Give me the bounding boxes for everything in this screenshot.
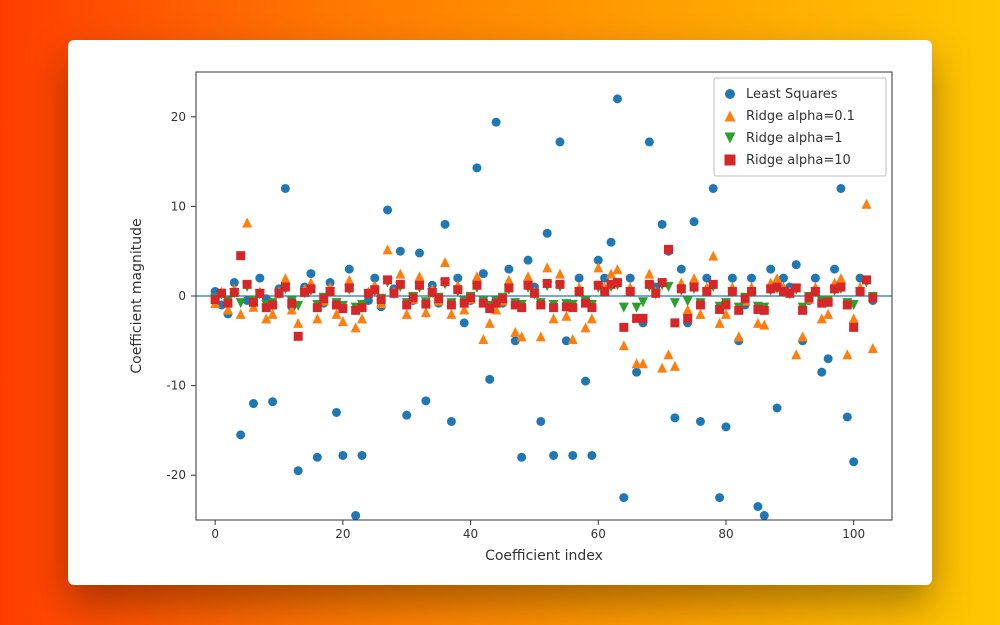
svg-text:-20: -20 — [166, 468, 186, 482]
svg-text:Ridge alpha=10: Ridge alpha=10 — [746, 153, 851, 168]
svg-text:0: 0 — [211, 527, 219, 541]
svg-text:20: 20 — [335, 527, 350, 541]
svg-text:Least Squares: Least Squares — [746, 87, 838, 102]
legend: Least Squares Ridge alpha=0.1 Ridge alpha=… — [714, 78, 886, 176]
svg-text:100: 100 — [842, 527, 865, 541]
svg-text:40: 40 — [463, 527, 478, 541]
svg-text:Ridge alpha=1: Ridge alpha=1 — [746, 131, 842, 146]
x-axis-label: Coefficient index — [485, 548, 603, 564]
chart-card: 0 20 40 60 80 100 -20 -10 0 10 20 Coefficient index… — [68, 40, 932, 585]
page-background: 0 20 40 60 80 100 -20 -10 0 10 20 Coefficient index… — [0, 0, 1000, 625]
scatter-chart: 0 20 40 60 80 100 -20 -10 0 10 20 Coefficient index… — [68, 40, 932, 585]
svg-text:80: 80 — [718, 527, 733, 541]
chart-container: 0 20 40 60 80 100 -20 -10 0 10 20 Coefficient index… — [68, 40, 932, 585]
svg-text:10: 10 — [171, 199, 186, 213]
y-axis-label: Coefficient magnitude — [129, 218, 145, 373]
svg-text:60: 60 — [591, 527, 606, 541]
svg-text:Ridge alpha=0.1: Ridge alpha=0.1 — [746, 109, 855, 124]
svg-text:20: 20 — [171, 110, 186, 124]
svg-text:-10: -10 — [166, 379, 186, 393]
svg-text:0: 0 — [178, 289, 186, 303]
